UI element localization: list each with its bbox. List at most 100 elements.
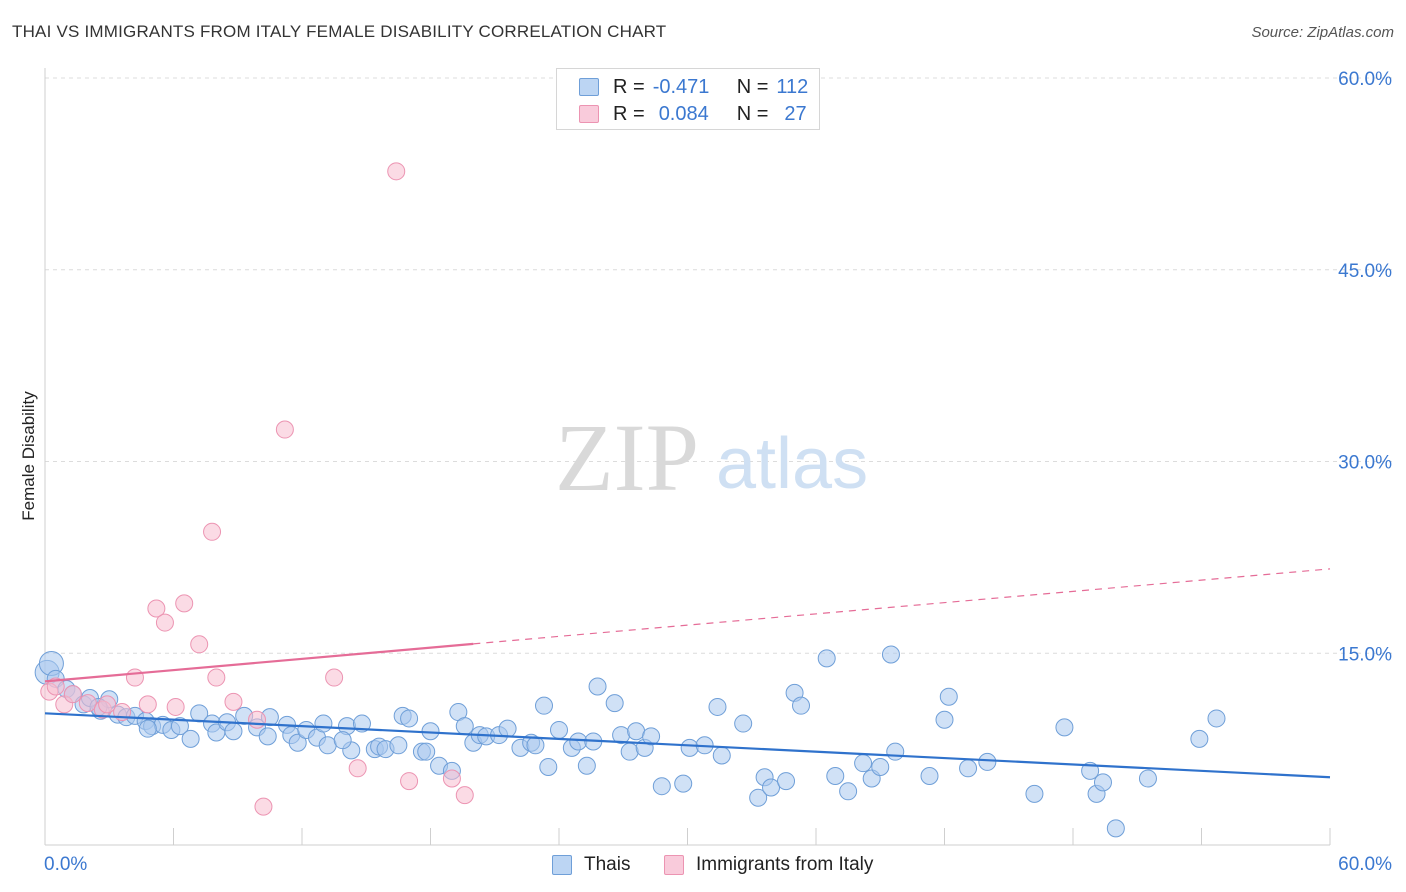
thais-point — [826, 766, 845, 785]
legend-swatch-italy — [579, 105, 599, 123]
italy-point — [175, 594, 194, 613]
legend-swatch-thais — [579, 78, 599, 96]
thais-point — [712, 746, 731, 765]
thais-point — [978, 752, 997, 771]
thais-point — [138, 719, 157, 738]
thais-point — [1106, 819, 1125, 838]
thais-point — [1055, 718, 1074, 737]
italy-point — [78, 694, 97, 713]
legend-r-label: R = — [613, 102, 645, 125]
thais-trend-line — [44, 712, 1331, 779]
bottom-swatch-italy — [664, 855, 684, 875]
axes — [44, 68, 1331, 846]
thais-point — [569, 732, 588, 751]
chart-title: THAI VS IMMIGRANTS FROM ITALY FEMALE DIS… — [12, 22, 667, 41]
thais-point — [577, 756, 596, 775]
italy-point — [147, 599, 166, 618]
thais-point — [935, 710, 954, 729]
thais-point — [777, 772, 796, 791]
legend-n-value-italy: 27 — [784, 102, 807, 125]
source-label: Source: ZipAtlas.com — [1251, 24, 1394, 41]
italy-point — [46, 677, 65, 696]
italy-point — [387, 162, 406, 181]
thais-point — [674, 774, 693, 793]
thais-point — [652, 777, 671, 796]
thais-point — [1093, 773, 1112, 792]
thais-point — [886, 742, 905, 761]
italy-trend-line-solid — [44, 642, 474, 683]
tick-labels: 15.0% 30.0% 45.0% 60.0% 0.0% 60.0% — [44, 69, 1392, 875]
thais-point — [181, 729, 200, 748]
thais-point — [400, 709, 419, 728]
thais-point — [959, 759, 978, 778]
legend-n-label: N = — [736, 75, 769, 98]
legend-n-value-thais: 112 — [776, 75, 809, 98]
italy-point — [325, 668, 344, 687]
thais-point — [539, 758, 558, 777]
thais-point — [708, 697, 727, 716]
thais-point — [871, 758, 890, 777]
x-tick-label-0: 0.0% — [44, 854, 87, 875]
thais-point — [526, 736, 545, 755]
bottom-legend-thais-label: Thais — [584, 854, 631, 875]
thais-point — [839, 782, 858, 801]
thais-point — [605, 694, 624, 713]
bottom-legend-italy[interactable]: Immigrants from Italy — [664, 852, 873, 878]
legend-row-italy: R = 0.084 N = 27 — [579, 101, 807, 127]
bottom-swatch-thais — [552, 855, 572, 875]
thais-point — [535, 696, 554, 715]
italy-point — [400, 772, 419, 791]
legend-n-label: N = — [736, 102, 769, 125]
bottom-legend-thais[interactable]: Thais — [552, 852, 630, 878]
thais-point — [881, 645, 900, 664]
italy-point — [138, 695, 157, 714]
legend-r-value-italy: 0.084 — [658, 102, 709, 125]
thais-point — [792, 696, 811, 715]
x-tick-label-1: 60.0% — [1338, 854, 1392, 875]
thais-point — [588, 677, 607, 696]
thais-point — [550, 720, 568, 739]
watermark-zip: ZIP — [555, 404, 699, 511]
legend-r-label: R = — [613, 75, 645, 98]
italy-point — [442, 769, 461, 788]
legend-r-value-thais: -0.471 — [652, 75, 710, 98]
italy-point — [348, 759, 367, 778]
thais-point — [224, 722, 243, 741]
watermark: ZIP atlas — [555, 404, 868, 511]
trend-lines — [44, 568, 1331, 779]
y-tick-label-0: 15.0% — [1338, 644, 1392, 665]
thais-point — [1138, 769, 1157, 788]
thais-point — [417, 742, 436, 761]
thais-point — [762, 778, 781, 797]
thais-point — [1190, 729, 1209, 748]
thais-point — [455, 717, 474, 736]
thais-point — [288, 733, 307, 752]
thais-point — [1207, 709, 1226, 728]
italy-point — [254, 797, 273, 816]
thais-point — [170, 717, 189, 736]
thais-point — [258, 727, 277, 746]
grid-lines — [45, 77, 1392, 654]
thais-point — [680, 738, 699, 757]
thais-point — [627, 722, 646, 741]
italy-point — [455, 786, 474, 805]
y-tick-label-2: 45.0% — [1338, 261, 1392, 282]
thais-point — [642, 727, 661, 746]
thais-point — [734, 714, 753, 733]
italy-point — [275, 420, 294, 439]
italy-point — [207, 668, 226, 687]
y-tick-label-1: 30.0% — [1338, 453, 1392, 474]
thais-point — [854, 754, 873, 773]
y-axis-label: Female Disability — [19, 391, 38, 521]
thais-point — [749, 788, 768, 807]
italy-point — [155, 613, 174, 632]
thais-point — [314, 714, 333, 733]
thais-point — [333, 731, 352, 750]
thais-point — [318, 736, 337, 755]
thais-point — [817, 649, 836, 668]
italy-point — [125, 668, 144, 687]
italy-point — [63, 685, 82, 704]
italy-point — [203, 522, 222, 541]
thais-point — [498, 719, 517, 738]
